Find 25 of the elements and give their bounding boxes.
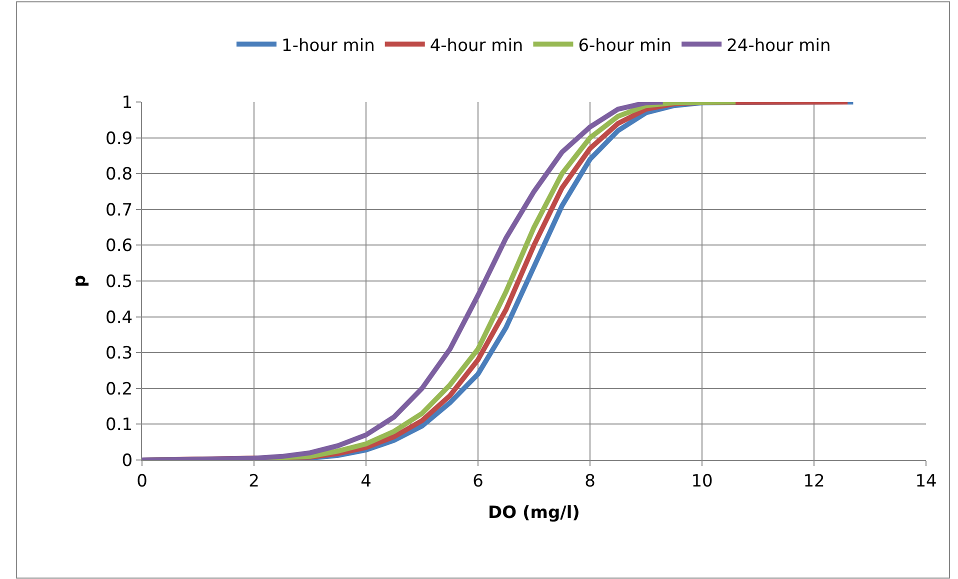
y-axis-title: p [70,274,90,288]
x-tick-label: 12 [803,471,825,492]
y-tick-label: 0.7 [106,200,133,220]
x-tick-label: 0 [136,471,148,492]
y-tick-label: 0.6 [106,236,133,256]
legend-label: 24-hour min [726,36,831,56]
y-tick-label: 0.3 [106,344,133,364]
x-tick-label: 8 [584,471,596,492]
x-tick-label: 10 [691,471,713,492]
y-tick-label: 0 [122,450,133,471]
y-tick-label: 0.8 [106,164,133,185]
y-tick-label: 0.2 [106,379,133,400]
x-tick-label: 6 [472,471,484,492]
y-tick-label: 1 [122,92,133,113]
legend-label: 1-hour min [282,36,375,56]
x-tick-label: 4 [360,471,372,492]
legend-label: 4-hour min [430,36,524,56]
y-tick-label: 0.5 [106,272,133,292]
x-tick-label: 2 [248,471,260,492]
y-tick-label: 0.9 [106,128,133,149]
x-axis-title: DO (mg/l) [488,502,580,523]
x-tick-label: 14 [915,471,937,492]
y-tick-label: 0.1 [106,415,133,436]
legend-label: 6-hour min [578,36,672,56]
y-tick-label: 0.4 [106,308,133,328]
